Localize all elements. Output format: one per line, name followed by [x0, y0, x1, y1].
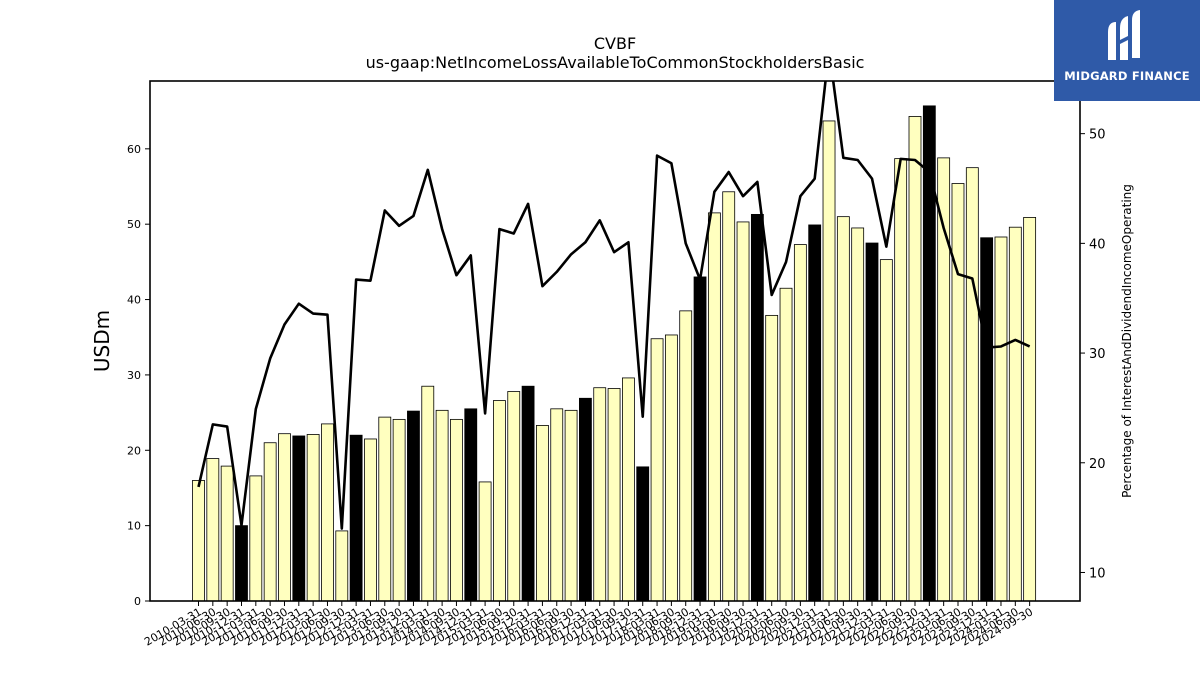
line-series — [197, 81, 1031, 530]
bar — [292, 435, 306, 602]
bar — [750, 213, 764, 602]
bar — [607, 388, 621, 602]
bar — [220, 465, 234, 602]
bar — [879, 259, 893, 602]
bar — [378, 416, 392, 602]
bar — [364, 438, 377, 602]
bar — [636, 466, 650, 602]
plot-frame — [149, 80, 1081, 602]
bar — [851, 227, 865, 602]
y-tick-label: 0 — [134, 595, 141, 608]
bar — [679, 310, 693, 602]
bar — [908, 116, 922, 602]
bar — [321, 423, 334, 602]
bar — [736, 221, 750, 602]
bar — [865, 242, 879, 602]
y-tick-label: 30 — [127, 369, 141, 382]
y-tick-label: 10 — [127, 520, 141, 533]
y2-tick-label: 40 — [1089, 237, 1106, 252]
midgard-logo-icon — [1108, 10, 1140, 60]
bar — [822, 120, 836, 602]
y2-tick-label: 20 — [1089, 457, 1106, 472]
bar — [922, 105, 936, 602]
bar — [664, 334, 678, 602]
y2-tick-label: 10 — [1089, 566, 1106, 581]
brand-logo: MIDGARD FINANCE — [1054, 0, 1200, 101]
bar — [564, 409, 578, 602]
bar — [435, 409, 449, 602]
bar — [579, 397, 592, 602]
bar — [536, 425, 549, 602]
bar — [349, 434, 363, 602]
bar — [206, 458, 220, 602]
bar — [765, 314, 779, 602]
bar — [306, 434, 320, 602]
y2-tick-label: 30 — [1089, 347, 1106, 362]
bar — [894, 158, 908, 602]
bar — [793, 244, 807, 602]
bar — [249, 475, 263, 602]
bar — [335, 530, 349, 602]
bar — [693, 276, 707, 602]
brand-name: MIDGARD FINANCE — [1064, 69, 1190, 83]
bar — [951, 183, 965, 602]
y-tick-label: 50 — [127, 218, 141, 231]
bar — [722, 191, 736, 602]
bar — [650, 338, 664, 602]
bar — [278, 433, 291, 602]
bar — [593, 387, 607, 602]
bar — [263, 442, 277, 602]
bar — [965, 167, 979, 602]
bar — [980, 237, 994, 602]
y-axis-label: USDm — [90, 310, 114, 372]
bar — [779, 287, 793, 602]
bar — [808, 224, 822, 602]
bar — [493, 400, 506, 602]
y-tick-label: 60 — [127, 143, 141, 156]
line-series-path — [197, 81, 1031, 530]
y2-tick-label: 50 — [1089, 128, 1106, 143]
bar — [464, 408, 478, 602]
y2-axis-label: Percentage of InterestAndDividendIncomeO… — [1120, 184, 1134, 498]
bar — [392, 418, 406, 602]
bar-series — [192, 105, 1037, 602]
axes: 010203040506010203040502010-03-312010-06… — [127, 80, 1106, 649]
y-tick-label: 20 — [127, 444, 141, 457]
bar — [1008, 226, 1022, 602]
bar — [550, 408, 564, 602]
bar — [836, 216, 850, 602]
bar — [421, 385, 435, 602]
bar — [1023, 217, 1037, 602]
bar — [707, 212, 721, 602]
bar — [478, 481, 492, 602]
bar — [994, 236, 1008, 602]
bar — [622, 377, 635, 602]
bar — [192, 480, 205, 602]
bar — [507, 391, 521, 602]
bar — [407, 410, 420, 602]
bar — [521, 385, 535, 602]
bar — [235, 525, 248, 602]
chart-title: CVBF — [594, 34, 636, 53]
bar — [450, 418, 463, 602]
y-tick-label: 40 — [127, 294, 141, 307]
chart-subtitle: us-gaap:NetIncomeLossAvailableToCommonSt… — [366, 53, 865, 72]
